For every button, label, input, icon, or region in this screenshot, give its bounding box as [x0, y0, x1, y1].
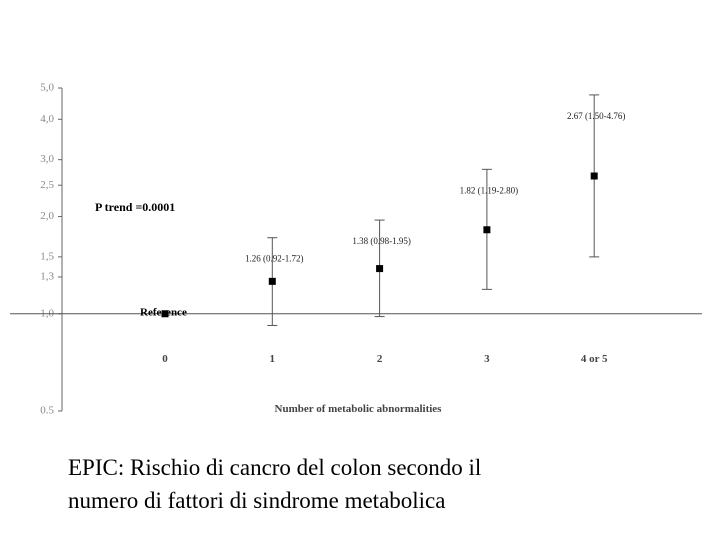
- x-tick-label: 0: [162, 353, 168, 365]
- x-tick-label: 3: [484, 353, 490, 365]
- annotation: P trend =0.0001: [95, 200, 175, 214]
- chart-title: numero di fattori di sindrome metabolica: [68, 488, 445, 513]
- y-tick-label: 5,0: [40, 82, 54, 94]
- data-label: 1.82 (1.19-2.80): [460, 185, 519, 195]
- y-tick-label: 0.5: [40, 405, 54, 417]
- point: [268, 277, 276, 285]
- point: [161, 310, 169, 318]
- point: [483, 226, 491, 234]
- x-tick-label: 1: [270, 353, 276, 365]
- x-tick-label: 2: [377, 353, 383, 365]
- y-tick-label: 2,0: [40, 210, 54, 222]
- x-axis-label: Number of metabolic abnormalities: [275, 403, 443, 415]
- y-tick-label: 3,0: [40, 153, 54, 165]
- y-tick-label: 2,5: [40, 179, 54, 191]
- chart-title: EPIC: Rischio di cancro del colon second…: [68, 455, 481, 480]
- point: [376, 265, 384, 273]
- y-tick-label: 1,5: [40, 250, 54, 262]
- data-label: 1.38 (0.98-1.95): [352, 236, 411, 246]
- point: [590, 172, 598, 180]
- data-label: 2.67 (1.50-4.76): [567, 111, 626, 121]
- data-label: 1.26 (0.92-1.72): [245, 254, 304, 264]
- x-tick-label: 4 or 5: [581, 353, 608, 365]
- reference-label: Reference: [140, 306, 187, 318]
- y-tick-label: 4,0: [40, 113, 54, 125]
- y-tick-label: 1,3: [40, 270, 54, 282]
